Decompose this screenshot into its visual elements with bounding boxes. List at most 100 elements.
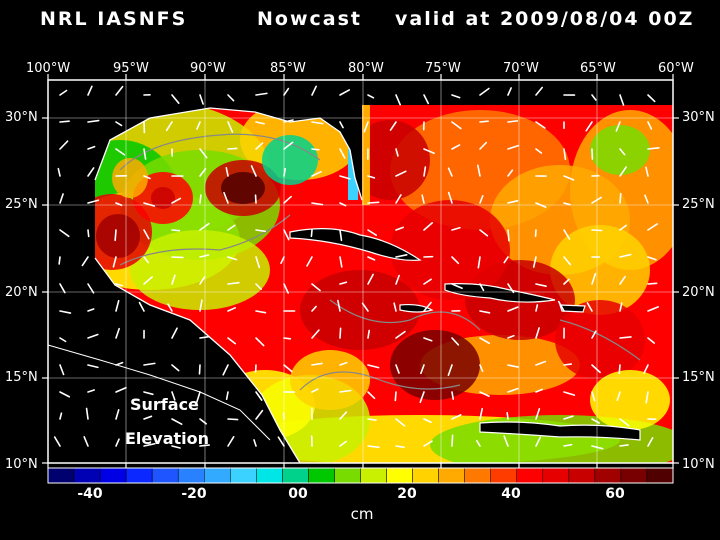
contour-line [299, 371, 461, 391]
lat-label: 25°N [682, 197, 715, 212]
velocity-arrow [389, 121, 397, 131]
velocity-arrow [167, 303, 173, 312]
velocity-arrow [199, 194, 202, 204]
velocity-arrow [367, 94, 375, 99]
velocity-arrow [507, 283, 515, 294]
velocity-arrow [59, 310, 72, 314]
velocity-arrow [59, 140, 69, 150]
colorbar-swatch [464, 467, 491, 484]
velocity-arrow [59, 229, 70, 238]
velocity-arrow [507, 87, 512, 96]
colorbar-swatch [334, 467, 361, 484]
island [444, 283, 556, 303]
velocity-arrow [507, 364, 519, 368]
velocity-arrow [451, 256, 460, 265]
valid-time: valid at 2009/08/04 00Z [395, 8, 695, 30]
velocity-arrow [87, 145, 96, 150]
velocity-arrow [363, 121, 369, 133]
velocity-arrow [310, 229, 313, 238]
lat-label: 10°N [682, 457, 715, 472]
velocity-arrow [87, 389, 95, 393]
velocity-arrow [563, 415, 574, 420]
velocity-arrow [115, 327, 120, 339]
velocity-arrow [393, 302, 397, 312]
colorbar-swatch [151, 467, 179, 484]
velocity-arrow [311, 329, 320, 339]
velocity-arrow [420, 364, 425, 375]
velocity-arrow [283, 119, 294, 123]
velocity-arrow [395, 226, 404, 231]
lat-label: 20°N [682, 285, 715, 300]
coastline [94, 257, 301, 464]
velocity-arrow [647, 147, 660, 150]
velocity-arrow [339, 148, 346, 159]
island [559, 304, 586, 313]
velocity-arrow [421, 194, 425, 204]
colorbar-swatch [308, 467, 335, 484]
velocity-arrow [535, 388, 544, 393]
velocity-arrow [506, 412, 509, 420]
velocity-arrow [255, 310, 267, 314]
velocity-arrow [451, 283, 463, 290]
velocity-arrow [339, 256, 343, 268]
velocity-arrow [563, 443, 573, 447]
velocity-arrow [199, 418, 208, 425]
velocity-arrow [227, 147, 238, 150]
velocity-arrow [311, 170, 322, 177]
velocity-arrow [87, 85, 93, 96]
velocity-arrow [507, 144, 520, 150]
velocity-arrow [87, 119, 100, 123]
velocity-arrow [507, 387, 519, 393]
velocity-arrow [367, 445, 380, 449]
velocity-arrow [59, 391, 71, 398]
velocity-arrow [647, 121, 653, 130]
velocity-arrow [535, 86, 543, 96]
velocity-arrow [451, 414, 462, 420]
velocity-arrow [227, 337, 237, 345]
velocity-arrow [339, 281, 348, 285]
velocity-arrow [339, 175, 351, 180]
velocity-arrow [395, 445, 405, 449]
velocity-arrow [563, 363, 572, 366]
colorbar-swatch [99, 467, 127, 484]
colorbar-swatch [47, 467, 75, 484]
velocity-arrow [563, 278, 570, 285]
velocity-arrow [199, 444, 210, 447]
velocity-arrow [507, 200, 519, 204]
velocity-arrow [419, 391, 425, 404]
velocity-arrow [647, 337, 656, 344]
velocity-arrow [535, 408, 541, 420]
velocity-arrow [283, 337, 292, 340]
lon-label: 70°W [503, 61, 539, 76]
velocity-arrow [83, 436, 89, 447]
velocity-arrow [85, 407, 89, 420]
colorbar-unit: cm [350, 505, 374, 523]
velocity-arrow [311, 85, 317, 96]
colorbar-swatch [438, 467, 465, 484]
velocity-arrow [87, 199, 100, 204]
velocity-arrow [423, 301, 432, 312]
velocity-arrow [115, 121, 123, 127]
velocity-arrow [394, 391, 397, 402]
velocity-arrow [619, 275, 626, 285]
colorbar-swatch [282, 467, 309, 484]
elevation-field [95, 105, 673, 463]
velocity-arrow [283, 195, 292, 204]
velocity-arrow [87, 308, 95, 312]
velocity-arrow [479, 391, 490, 398]
velocity-arrow [199, 254, 210, 258]
velocity-arrow [619, 148, 626, 156]
lat-label: 20°N [5, 285, 38, 300]
velocity-arrow [58, 256, 61, 265]
current-vectors [53, 85, 660, 450]
velocity-arrow [503, 256, 509, 264]
velocity-arrow [227, 436, 235, 447]
velocity-arrow [255, 283, 262, 291]
velocity-arrow [619, 166, 627, 177]
velocity-arrow [227, 281, 240, 285]
axis-ticks [42, 74, 679, 469]
velocity-arrow [591, 330, 597, 339]
velocity-arrow [227, 121, 234, 133]
colorbar-swatch [568, 467, 596, 484]
